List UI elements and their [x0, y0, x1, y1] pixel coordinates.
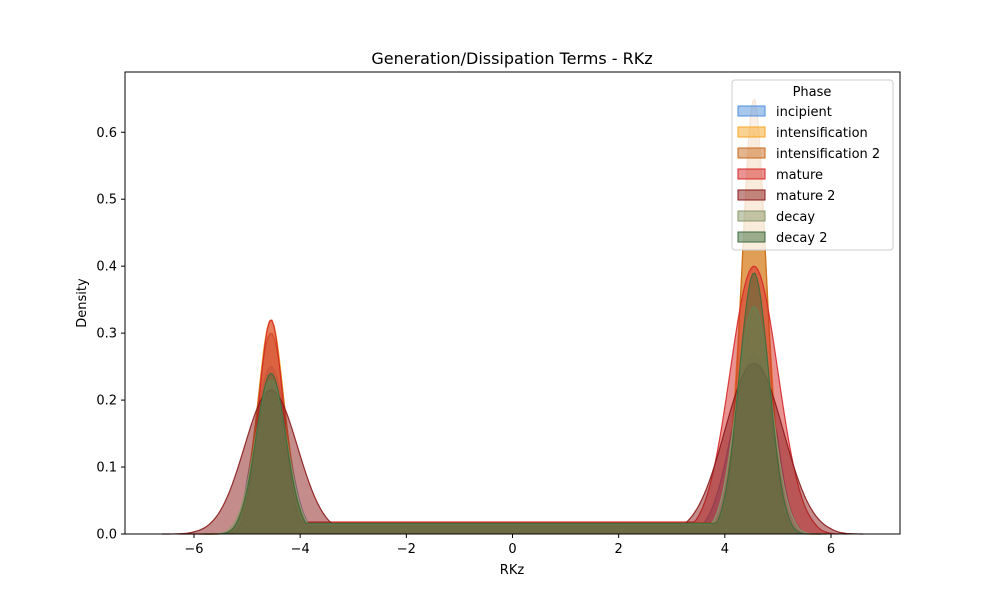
- y-tick-label: 0.1: [96, 461, 117, 476]
- x-tick-label: 6: [827, 542, 835, 557]
- y-tick-label: 0.6: [96, 126, 117, 141]
- x-tick-label: 4: [721, 542, 729, 557]
- x-axis-label: RKz: [500, 563, 525, 578]
- legend-swatch-intensification: [737, 126, 766, 138]
- series-line-decay-2: [204, 272, 821, 535]
- legend-label-decay-2: decay 2: [776, 231, 827, 246]
- legend-title: Phase: [793, 85, 832, 100]
- y-tick-label: 0.0: [96, 528, 117, 543]
- legend-label-intensification-2: intensification 2: [776, 147, 880, 162]
- x-ticks: −6 −4 −2 0 2 4 6: [184, 534, 835, 557]
- legend: Phase incipient intensification intensific…: [731, 79, 894, 251]
- y-axis-label: Density: [75, 278, 90, 328]
- legend-swatch-incipient: [737, 105, 766, 117]
- y-ticks: 0.0 0.1 0.2 0.3 0.4 0.5 0.6: [96, 126, 125, 543]
- x-tick-label: 0: [508, 542, 516, 557]
- legend-box: [731, 79, 894, 251]
- legend-label-intensification: intensification: [776, 126, 868, 141]
- x-tick-label: −4: [291, 542, 310, 557]
- x-tick-label: −6: [184, 542, 203, 557]
- legend-label-decay: decay: [776, 210, 815, 225]
- chart-title: Generation/Dissipation Terms - RKz: [371, 49, 652, 68]
- legend-label-incipient: incipient: [776, 105, 832, 120]
- series-area-decay-2: [204, 273, 821, 534]
- legend-swatch-intensification-2: [737, 147, 766, 159]
- x-tick-label: 2: [615, 542, 623, 557]
- legend-label-mature-2: mature 2: [776, 189, 835, 204]
- legend-items: incipient intensification intensification …: [737, 105, 880, 246]
- y-tick-label: 0.2: [96, 394, 117, 409]
- y-tick-label: 0.4: [96, 260, 117, 275]
- legend-label-mature: mature: [776, 168, 823, 183]
- x-tick-label: −2: [397, 542, 416, 557]
- legend-swatch-mature: [737, 168, 766, 180]
- y-tick-label: 0.5: [96, 193, 117, 208]
- y-tick-label: 0.3: [96, 327, 117, 342]
- legend-swatch-mature-2: [737, 189, 766, 201]
- legend-swatch-decay: [737, 210, 766, 222]
- legend-swatch-decay-2: [737, 231, 766, 243]
